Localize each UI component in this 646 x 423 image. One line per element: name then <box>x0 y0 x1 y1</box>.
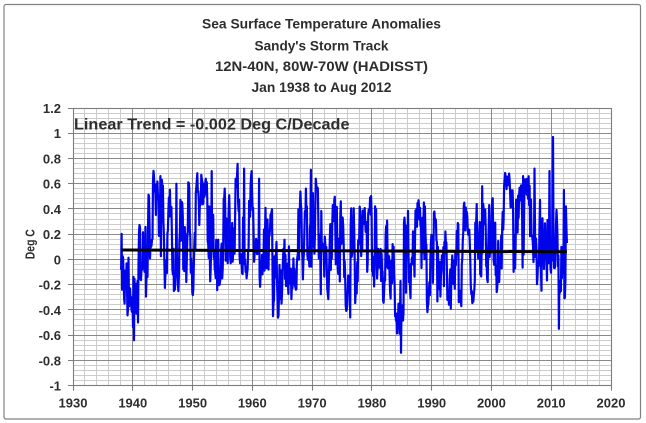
svg-text:1990: 1990 <box>417 395 446 410</box>
svg-text:Linear Trend = -0.002 Deg C/De: Linear Trend = -0.002 Deg C/Decade <box>74 116 350 133</box>
svg-text:0.2: 0.2 <box>43 227 61 242</box>
svg-text:1970: 1970 <box>298 395 327 410</box>
svg-text:Sea Surface Temperature Anomal: Sea Surface Temperature Anomalies <box>202 16 441 32</box>
svg-text:0.4: 0.4 <box>43 202 62 217</box>
svg-text:2000: 2000 <box>477 395 506 410</box>
svg-text:1940: 1940 <box>118 395 147 410</box>
svg-text:-1: -1 <box>49 379 61 394</box>
svg-text:1960: 1960 <box>238 395 267 410</box>
svg-text:Jan 1938 to Aug 2012: Jan 1938 to Aug 2012 <box>252 79 392 95</box>
svg-text:1980: 1980 <box>357 395 386 410</box>
svg-text:-0.8: -0.8 <box>39 353 61 368</box>
svg-text:1: 1 <box>54 126 61 141</box>
svg-text:-0.4: -0.4 <box>39 303 62 318</box>
svg-text:12N-40N, 80W-70W (HADISST): 12N-40N, 80W-70W (HADISST) <box>215 58 428 74</box>
svg-text:2020: 2020 <box>597 395 626 410</box>
svg-text:0.8: 0.8 <box>43 151 61 166</box>
svg-text:Deg C: Deg C <box>23 229 38 259</box>
svg-text:0.6: 0.6 <box>43 177 61 192</box>
svg-text:2010: 2010 <box>537 395 566 410</box>
svg-text:1950: 1950 <box>178 395 207 410</box>
svg-text:1.2: 1.2 <box>43 101 61 116</box>
svg-text:0: 0 <box>54 252 61 267</box>
svg-text:1930: 1930 <box>59 395 88 410</box>
svg-text:Sandy's Storm Track: Sandy's Storm Track <box>255 37 389 53</box>
svg-text:-0.2: -0.2 <box>39 278 61 293</box>
svg-text:-0.6: -0.6 <box>39 328 61 343</box>
